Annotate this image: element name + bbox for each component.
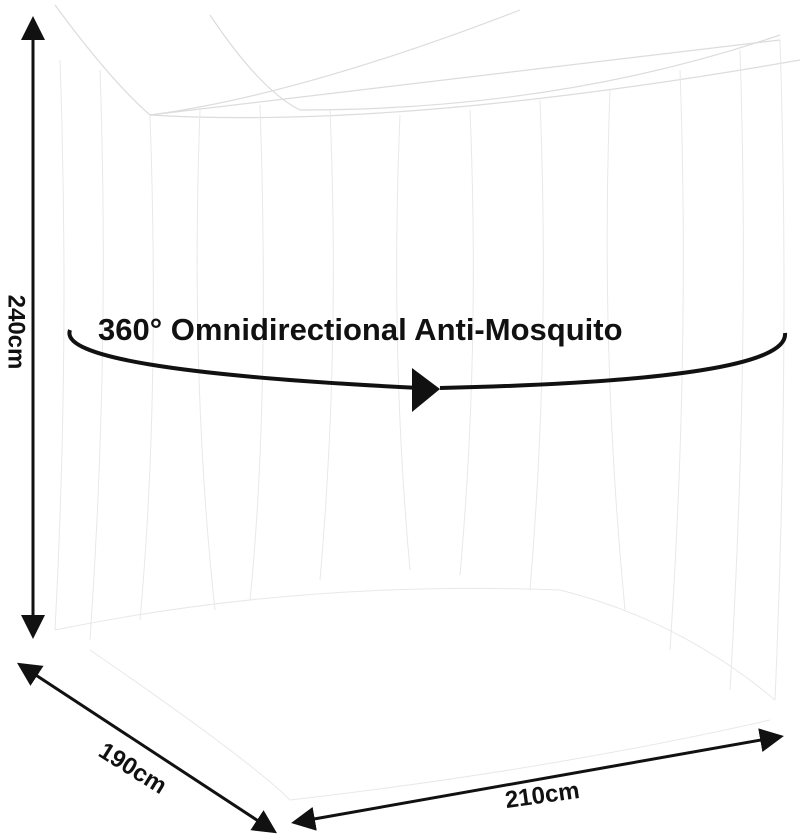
net-canopy (54, 4, 800, 119)
depth-arrow (16, 662, 278, 834)
headline: 360° Omnidirectional Anti-Mosquito (98, 312, 623, 347)
height-label: 240cm (2, 294, 30, 370)
width-arrow (291, 728, 784, 831)
rotation-arrow (67, 329, 788, 412)
arrowhead-icon (412, 368, 440, 412)
net-curtains (54, 39, 785, 801)
